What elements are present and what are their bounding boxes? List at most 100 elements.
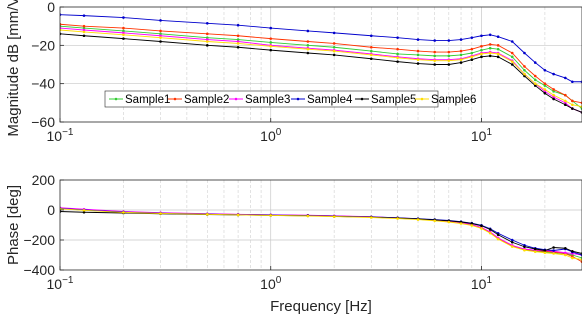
data-point-sample5 [306,51,310,55]
x-axis-title: Frequency [Hz] [270,298,372,315]
x-tick-label: 10−1 [47,275,74,292]
data-point-sample5 [433,63,437,66]
data-point-sample5 [533,84,537,87]
data-point-sample6 [369,53,373,57]
data-point-sample2 [459,49,463,53]
data-point-sample2 [82,24,86,28]
data-point-sample3 [82,28,86,32]
data-point-sample1 [470,51,474,55]
data-point-sample3 [205,38,209,41]
data-point-sample5 [564,246,567,250]
data-point-sample5 [552,97,555,101]
data-point-sample6 [332,215,336,218]
data-point-sample1 [205,36,209,39]
data-point-sample6 [433,59,437,62]
data-point-sample5 [122,37,125,40]
series-group [60,206,582,264]
data-point-sample1 [122,29,125,33]
data-point-sample1 [159,32,162,36]
x-tick-label: 100 [260,127,282,144]
data-point-sample6 [332,49,336,53]
y-tick-label: 200 [32,172,56,188]
data-point-sample4 [571,80,574,84]
y-tick-label: −40 [31,76,55,92]
data-point-sample2 [159,29,162,33]
data-point-sample1 [416,53,420,57]
legend-marker-sample4 [296,97,300,101]
data-point-sample2 [533,74,537,78]
data-point-sample6 [369,216,373,219]
legend-label-sample1: Sample1 [125,94,170,106]
data-point-sample4 [332,31,336,35]
data-point-sample6 [269,214,273,217]
data-point-sample6 [236,213,240,217]
data-point-sample5 [269,48,273,52]
data-point-sample1 [496,47,500,51]
data-point-sample5 [552,246,555,249]
data-point-sample6 [480,52,483,56]
data-point-sample6 [510,245,514,248]
data-point-sample1 [269,41,273,44]
data-point-sample6 [447,220,451,224]
data-point-sample6 [510,60,514,63]
legend-marker-sample1 [114,97,118,101]
data-point-sample6 [459,222,463,225]
data-point-sample2 [416,49,420,53]
data-point-sample6 [306,214,310,218]
data-point-sample2 [306,40,310,43]
data-point-sample5 [205,44,209,47]
data-point-sample5 [564,103,567,107]
data-point-sample5 [543,249,547,252]
y-axis-title: Phase [deg] [5,185,22,265]
x-tick-label: 101 [471,127,493,144]
data-point-sample6 [496,237,500,241]
data-point-sample6 [82,30,86,34]
data-point-sample4 [369,34,373,38]
data-point-sample6 [543,251,547,255]
data-point-sample5 [82,34,86,38]
data-point-sample5 [447,63,451,66]
axes-box [59,6,582,123]
data-point-sample1 [447,54,451,58]
y-axis-title: Magnitude dB [mm/V] [5,0,22,137]
data-point-sample6 [552,252,555,255]
x-tick-label: 100 [260,275,282,292]
data-point-sample5 [480,224,483,228]
data-point-sample5 [236,45,240,49]
data-point-sample4 [552,249,555,252]
data-point-sample1 [236,38,240,41]
data-point-sample4 [564,76,567,80]
data-point-sample6 [496,52,500,56]
data-point-sample4 [552,72,555,76]
data-point-sample5 [496,55,500,59]
data-point-sample6 [447,59,451,62]
data-point-sample4 [533,61,537,64]
data-point-sample5 [470,222,474,225]
data-point-sample5 [571,249,574,253]
data-point-sample3 [564,251,567,255]
data-point-sample1 [433,54,437,58]
data-point-sample3 [552,95,555,99]
data-point-sample5 [416,62,420,65]
data-point-sample5 [543,91,547,95]
data-point-sample4 [488,33,492,37]
y-tick-label: −200 [23,232,55,248]
data-point-sample5 [533,247,537,251]
data-point-sample4 [496,35,500,39]
data-point-sample3 [564,101,567,105]
data-point-sample4 [159,19,162,22]
data-point-sample4 [459,38,463,41]
series-group [60,13,582,114]
data-point-sample6 [488,51,492,55]
data-point-sample6 [533,82,537,85]
data-point-sample4 [510,40,514,43]
data-point-sample4 [433,39,437,42]
data-point-sample6 [480,227,483,230]
data-point-sample6 [396,217,399,220]
data-point-sample2 [470,47,474,51]
data-point-sample4 [82,14,86,17]
data-point-sample6 [82,209,86,212]
data-point-sample1 [510,55,514,59]
data-point-sample1 [552,90,555,93]
y-tick-label: −60 [31,114,55,130]
